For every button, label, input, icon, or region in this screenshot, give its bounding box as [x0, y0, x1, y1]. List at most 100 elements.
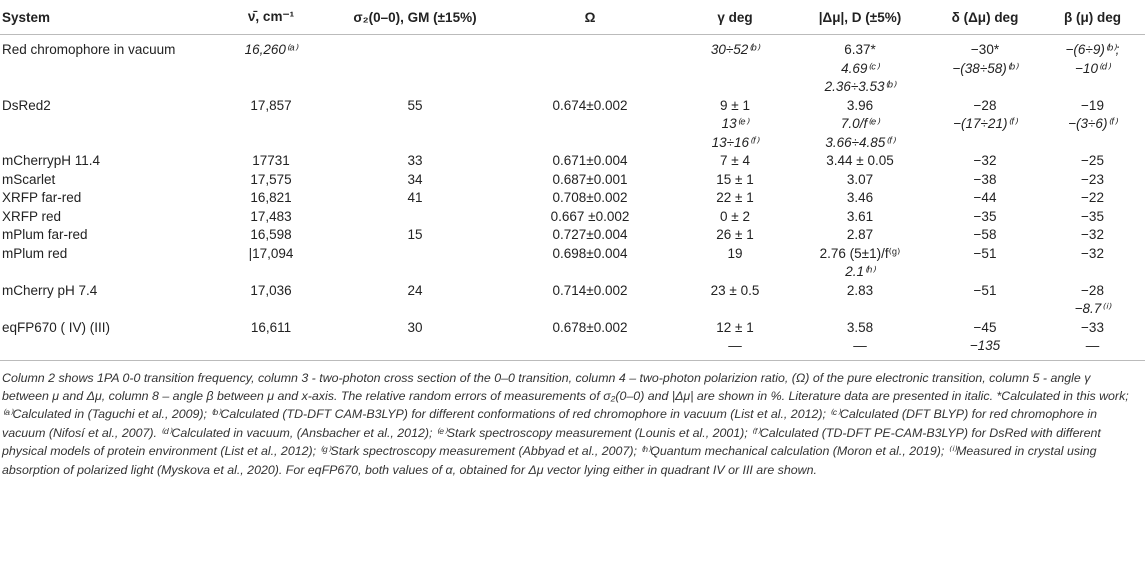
- table-cell: −45 −135: [930, 318, 1040, 361]
- cell-line: 3.96: [846, 97, 874, 113]
- cell-line: −25: [1081, 153, 1104, 168]
- cell-text: mCherry pH 7.4: [2, 282, 98, 298]
- cell-line: −(3÷6)⁽ᶠ⁾: [1068, 116, 1117, 131]
- table-cell: −51: [930, 282, 1040, 319]
- table-cell: 6.37* 4.69⁽ᶜ⁾ 2.36÷3.53⁽ᵇ⁾: [790, 35, 930, 97]
- cell-line: 4.69⁽ᶜ⁾: [841, 60, 879, 76]
- table-cell: −33 —: [1040, 318, 1145, 361]
- table-cell: 55: [330, 97, 500, 153]
- table-cell: [330, 208, 500, 227]
- table-cell: −22: [1040, 189, 1145, 208]
- table-cell: 16,260⁽ᵃ⁾: [212, 35, 330, 97]
- cell-line: 2.87: [846, 227, 874, 242]
- table-cell: 34: [330, 171, 500, 190]
- table-cell: −25: [1040, 152, 1145, 171]
- table-cell: 3.46: [790, 189, 930, 208]
- table-row: XRFP far-red 16,821 41 0.708±0.002 22 ± 1 3.4…: [0, 189, 1145, 208]
- cell-text: 17,857: [250, 97, 292, 113]
- table-cell: 16,598: [212, 226, 330, 245]
- table-cell: −58: [930, 226, 1040, 245]
- cell-line: 7 ± 4: [720, 153, 750, 168]
- cell-line: −33: [1081, 319, 1104, 335]
- cell-line: −(6÷9)⁽ᵇ⁾;: [1065, 42, 1120, 57]
- cell-text: DsRed2: [2, 97, 51, 113]
- cell-line: −28: [1081, 282, 1104, 298]
- cell-line: 0 ± 2: [720, 208, 750, 224]
- cell-text: 0.674±0.002: [552, 97, 628, 113]
- cell-line: −(38÷58)⁽ᵇ⁾: [952, 60, 1018, 76]
- table-cell: 16,821: [212, 189, 330, 208]
- table-cell: 15 ± 1: [680, 171, 790, 190]
- table-cell: mCherrypH 11.4: [0, 152, 212, 171]
- table-cell: −23: [1040, 171, 1145, 190]
- cell-text: |17,094: [248, 245, 294, 261]
- table-cell: −44: [930, 189, 1040, 208]
- table-cell: mPlum far-red: [0, 226, 212, 245]
- table-row: mPlum red |17,094 0.698±0.004 19 2.76 (5±1)/…: [0, 245, 1145, 282]
- cell-text: Red chromophore in vacuum: [2, 42, 176, 57]
- table-cell: 0.714±0.002: [500, 282, 680, 319]
- cell-line: 2.1⁽ʰ⁾: [845, 264, 875, 279]
- cell-line: 26 ± 1: [716, 227, 754, 242]
- cell-line: 13⁽ᵉ⁾: [721, 116, 749, 131]
- table-cell: 17,575: [212, 171, 330, 190]
- table-cell: 17731: [212, 152, 330, 171]
- table-cell: 0.678±0.002: [500, 318, 680, 361]
- cell-text: 16,821: [250, 190, 292, 205]
- table-row: mCherrypH 11.4 17731 33 0.671±0.004 7 ± 4 3.4…: [0, 152, 1145, 171]
- cell-text: 15: [407, 227, 423, 242]
- table-cell: 0.671±0.004: [500, 152, 680, 171]
- table-cell: XRFP far-red: [0, 189, 212, 208]
- table-row: mScarlet 17,575 34 0.687±0.001 15 ± 1 3.07 −38…: [0, 171, 1145, 190]
- table-cell: mCherry pH 7.4: [0, 282, 212, 319]
- cell-text: 16,598: [250, 227, 292, 242]
- cell-text: 0.714±0.002: [552, 282, 628, 298]
- cell-text: eqFP670 ( IV) (III): [2, 319, 111, 335]
- cell-line: 22 ± 1: [716, 190, 754, 205]
- table-cell: 12 ± 1 —: [680, 318, 790, 361]
- table-cell: Red chromophore in vacuum: [0, 35, 212, 97]
- column-header: System: [0, 0, 212, 35]
- cell-text: mScarlet: [2, 171, 56, 187]
- table-cell: −(6÷9)⁽ᵇ⁾; −10⁽ᵈ⁾: [1040, 35, 1145, 97]
- table-row: mPlum far-red 16,598 15 0.727±0.004 26 ± 1 2.…: [0, 226, 1145, 245]
- cell-line: 2.76 (5±1)/f⁽ᵍ⁾: [819, 245, 901, 261]
- cell-line: —: [853, 338, 867, 353]
- table-cell: 0.674±0.002: [500, 97, 680, 153]
- table-body: Red chromophore in vacuum 16,260⁽ᵃ⁾ 30÷52⁽…: [0, 35, 1145, 361]
- table-cell: 19: [680, 245, 790, 282]
- cell-line: 13÷16⁽ᶠ⁾: [711, 134, 759, 150]
- cell-line: −23: [1081, 171, 1104, 187]
- table-cell: [330, 245, 500, 282]
- table-cell: 0.708±0.002: [500, 189, 680, 208]
- table-cell: 2.83: [790, 282, 930, 319]
- table-cell: 33: [330, 152, 500, 171]
- table-cell: 0.687±0.001: [500, 171, 680, 190]
- table-cell: eqFP670 ( IV) (III): [0, 318, 212, 361]
- cell-line: −32: [973, 153, 997, 168]
- cell-text: mPlum far-red: [2, 227, 88, 242]
- cell-line: −19: [1081, 97, 1104, 113]
- table-row: DsRed2 17,857 55 0.674±0.002 9 ± 1 13⁽ᵉ⁾ 13÷16…: [0, 97, 1145, 153]
- cell-line: 3.61: [846, 208, 874, 224]
- table-cell: 3.44 ± 0.05: [790, 152, 930, 171]
- cell-line: −22: [1081, 190, 1104, 205]
- table-cell: 3.58 —: [790, 318, 930, 361]
- cell-line: 3.46: [846, 190, 874, 205]
- table-cell: 15: [330, 226, 500, 245]
- cell-text: 17731: [252, 153, 290, 168]
- table-cell: 41: [330, 189, 500, 208]
- table-cell: [330, 35, 500, 97]
- table-cell: 23 ± 0.5: [680, 282, 790, 319]
- cell-text: 0.671±0.004: [552, 153, 628, 168]
- cell-text: XRFP red: [2, 208, 62, 224]
- table-cell: −30* −(38÷58)⁽ᵇ⁾: [930, 35, 1040, 97]
- table-cell: −19 −(3÷6)⁽ᶠ⁾: [1040, 97, 1145, 153]
- table-cell: 7 ± 4: [680, 152, 790, 171]
- cell-text: 41: [407, 190, 423, 205]
- table-cell: −38: [930, 171, 1040, 190]
- cell-line: 9 ± 1: [720, 97, 750, 113]
